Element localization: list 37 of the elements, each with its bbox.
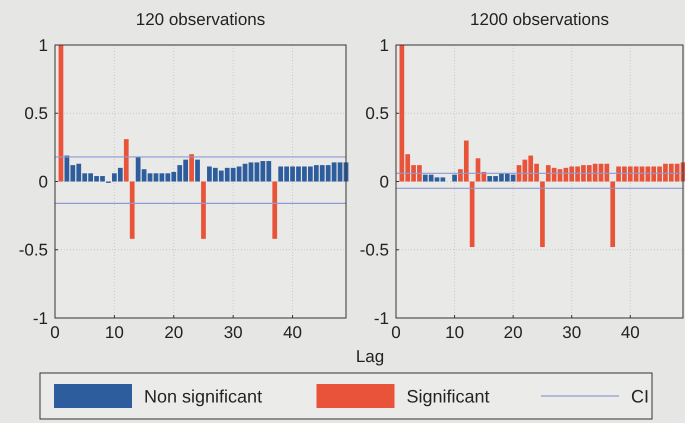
legend-label: CI <box>631 386 649 406</box>
chart-title: 120 observations <box>136 10 266 29</box>
bar <box>130 182 135 239</box>
bar <box>201 182 206 239</box>
x-tick-label: 10 <box>104 323 124 342</box>
bar <box>124 139 129 182</box>
chart-title: 1200 observations <box>470 10 609 29</box>
y-tick-label: -0.5 <box>18 240 48 260</box>
bar <box>452 174 457 182</box>
bar <box>540 182 545 248</box>
y-tick-label: -1 <box>32 308 48 328</box>
x-tick-label: 20 <box>164 323 184 342</box>
x-tick-label: 30 <box>562 323 582 342</box>
y-tick-label: 0 <box>38 172 48 192</box>
y-tick-label: -0.5 <box>360 240 389 260</box>
x-tick-label: 0 <box>391 323 401 342</box>
bar <box>272 182 278 239</box>
y-tick-label: 0 <box>380 172 389 192</box>
bar <box>195 160 200 182</box>
bar <box>470 182 474 248</box>
x-tick-label: 10 <box>445 323 464 342</box>
y-tick-label: 0.5 <box>24 104 48 124</box>
x-tick-label: 0 <box>50 323 60 342</box>
bar <box>58 45 64 182</box>
y-tick-label: 0.5 <box>365 104 389 124</box>
x-tick-label: 40 <box>620 323 640 342</box>
x-tick-label: 30 <box>224 323 243 342</box>
legend-label: Significant <box>406 386 490 406</box>
y-tick-label: -1 <box>374 308 389 328</box>
y-tick-label: 1 <box>38 36 48 55</box>
bar <box>610 182 616 248</box>
x-tick-label: 40 <box>283 323 302 342</box>
bar <box>189 154 194 182</box>
x-tick-label: 20 <box>504 323 523 342</box>
x-axis-title: Lag <box>356 347 384 366</box>
legend-label: Non significant <box>144 386 262 406</box>
y-tick-label: 1 <box>380 36 389 55</box>
